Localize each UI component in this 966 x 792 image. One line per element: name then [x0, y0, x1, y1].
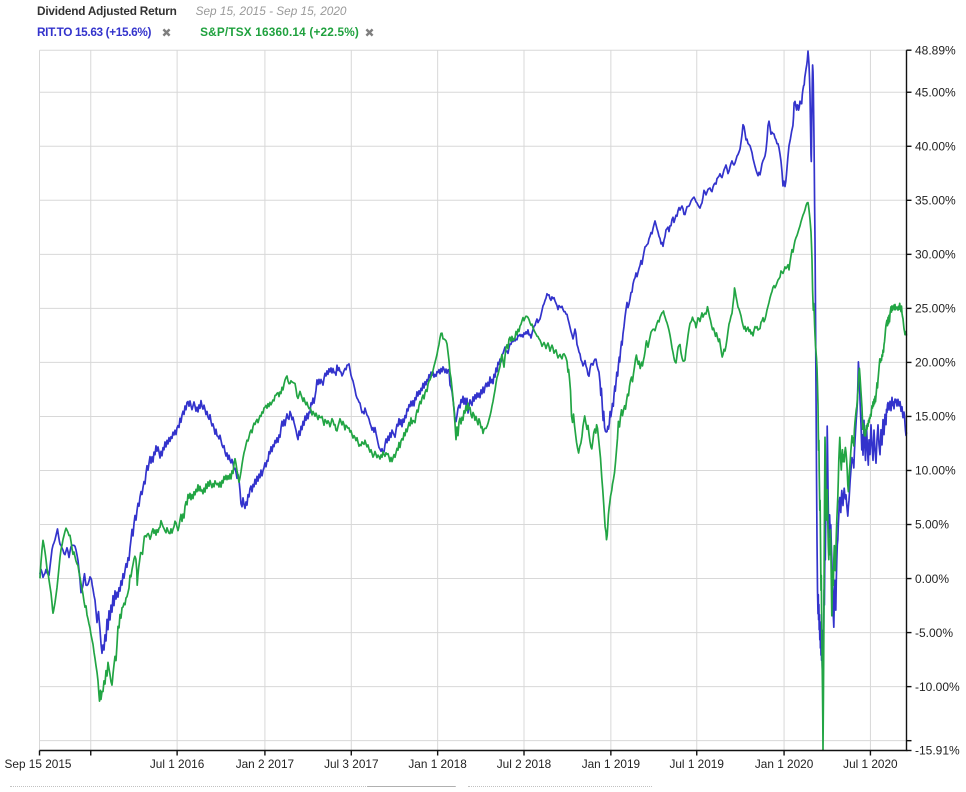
svg-text:Sep 15 2015: Sep 15 2015 — [5, 757, 72, 771]
svg-text:30.00%: 30.00% — [915, 248, 956, 262]
svg-text:Jul 3 2017: Jul 3 2017 — [324, 757, 378, 771]
svg-text:45.00%: 45.00% — [915, 85, 956, 99]
svg-text:48.89%: 48.89% — [915, 43, 956, 57]
svg-text:Jan 2 2017: Jan 2 2017 — [236, 757, 294, 771]
svg-text:10.00%: 10.00% — [915, 464, 956, 478]
svg-text:-15.91%: -15.91% — [915, 744, 960, 758]
svg-text:-5.00%: -5.00% — [915, 626, 953, 640]
svg-text:5.00%: 5.00% — [915, 518, 949, 532]
svg-text:Jul 1 2020: Jul 1 2020 — [843, 757, 898, 771]
svg-text:15.00%: 15.00% — [915, 410, 956, 424]
svg-text:25.00%: 25.00% — [915, 302, 956, 316]
svg-text:Jan 1 2019: Jan 1 2019 — [582, 757, 640, 771]
svg-text:Jan 1 2018: Jan 1 2018 — [408, 757, 467, 771]
svg-text:-10.00%: -10.00% — [915, 680, 960, 694]
svg-text:40.00%: 40.00% — [915, 139, 956, 153]
svg-text:Jul 1 2019: Jul 1 2019 — [669, 757, 723, 771]
svg-text:35.00%: 35.00% — [915, 194, 956, 208]
svg-text:Jul 2 2018: Jul 2 2018 — [497, 757, 552, 771]
svg-text:Jan 1 2020: Jan 1 2020 — [755, 757, 814, 771]
svg-text:20.00%: 20.00% — [915, 356, 956, 370]
svg-text:Jul 1 2016: Jul 1 2016 — [150, 757, 205, 771]
svg-text:0.00%: 0.00% — [915, 572, 949, 586]
